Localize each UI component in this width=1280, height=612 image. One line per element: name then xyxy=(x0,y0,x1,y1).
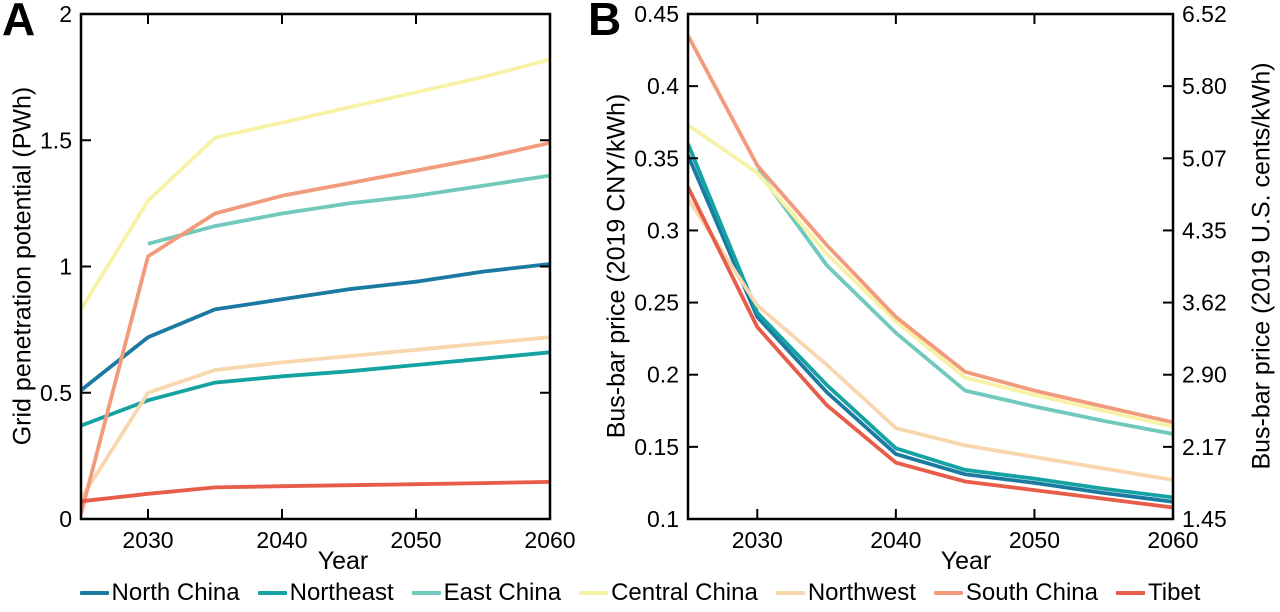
legend-item-north-china: North China xyxy=(79,579,240,606)
legend-swatch-tibet xyxy=(1115,590,1145,596)
panel-b-y-tick-label: 0.35 xyxy=(634,145,679,171)
panel-a-y-tick-label: 1.5 xyxy=(40,127,72,153)
panel-a-line-northeast xyxy=(80,350,551,428)
panel-a-series xyxy=(80,57,551,515)
legend-label-south-china: South China xyxy=(965,579,1098,606)
panel-a-x-tick-label: 2030 xyxy=(122,527,173,553)
legend-swatch-central-china xyxy=(579,590,609,596)
legend-swatch-south-china xyxy=(933,590,963,596)
panel-b-line-south-china xyxy=(687,34,1174,425)
legend-item-south-china: South China xyxy=(933,579,1098,606)
panel-b-y-tick-label: 0.25 xyxy=(634,290,679,316)
panel-a-y-tick-label: 0 xyxy=(59,506,72,532)
panel-a-letter: A xyxy=(2,0,36,45)
panel-a-y-tick-label: 1 xyxy=(59,254,72,280)
legend-label-north-china: North China xyxy=(111,579,240,606)
legend: North China Northeast East China Central Ch… xyxy=(0,581,1280,605)
legend-label-tibet: Tibet xyxy=(1147,579,1201,606)
panel-a-x-axis-label: Year xyxy=(317,547,369,575)
panel-b-axes-box xyxy=(686,12,1175,521)
legend-item-northwest: Northwest xyxy=(775,579,916,606)
panel-b-y-tick-label: 0.1 xyxy=(647,506,679,532)
panel-a-line-east-china xyxy=(147,173,551,246)
panel-a-y-axis-label: Grid penetration potential (PWh) xyxy=(8,86,37,446)
panel-b-y-tick-label: 0.2 xyxy=(647,362,679,388)
legend-swatch-north-china xyxy=(79,590,109,596)
panel-b-letter: B xyxy=(588,0,622,45)
panel-b-y-tick-label-right: 3.62 xyxy=(1182,290,1227,316)
panel-b: 2030 2040 2050 2060 0.1 1.45 0.15 2.17 0.2 2.90 0.… xyxy=(634,1,1227,553)
panel-a-x-tick-label: 2050 xyxy=(390,527,441,553)
panel-b-line-east-china xyxy=(755,168,1174,436)
panel-a-y-tick-label: 2 xyxy=(59,1,72,27)
panel-b-x-tick-label: 2050 xyxy=(1009,527,1060,553)
legend-swatch-east-china xyxy=(411,590,441,596)
panel-a-y-tick-label: 0.5 xyxy=(40,380,72,406)
panel-b-line-tibet xyxy=(687,186,1174,510)
legend-item-central-china: Central China xyxy=(579,581,758,605)
panel-b-y-tick-label-right: 4.35 xyxy=(1182,217,1227,243)
legend-swatch-northeast xyxy=(257,590,287,596)
legend-label-northwest: Northwest xyxy=(807,579,916,606)
legend-item-northeast: Northeast xyxy=(257,579,394,606)
panel-b-y-tick-label-right: 5.80 xyxy=(1182,73,1227,99)
panel-a-x-tick-label: 2060 xyxy=(524,527,575,553)
panel-a-line-central-china xyxy=(80,57,551,311)
panel-b-y-tick-label-right: 1.45 xyxy=(1182,506,1227,532)
legend-label-east-china: East China xyxy=(443,579,562,606)
panel-b-y-axis-label-left: Bus-bar price (2019 CNY/kWh) xyxy=(602,93,631,439)
panel-b-x-tick-label: 2040 xyxy=(870,527,921,553)
panel-b-y-axis-label-right: Bus-bar price (2019 U.S. cents/kWh) xyxy=(1247,62,1276,470)
panel-b-x-axis-label: Year xyxy=(940,547,992,575)
legend-swatch-northwest xyxy=(775,590,805,596)
panel-b-y-tick-label-right: 2.17 xyxy=(1182,434,1227,460)
panel-b-line-north-china xyxy=(687,154,1174,504)
panel-b-y-tick-label-right: 5.07 xyxy=(1182,145,1227,171)
legend-label-central-china: Central China xyxy=(611,579,758,606)
panel-a-line-south-china xyxy=(80,140,551,515)
panel-b-y-tick-label: 0.45 xyxy=(634,1,679,27)
panel-b-y-tick-label: 0.4 xyxy=(647,73,679,99)
panel-b-y-tick-label: 0.15 xyxy=(634,434,679,460)
panel-b-line-northwest xyxy=(687,197,1174,482)
legend-item-east-china: East China xyxy=(411,579,562,606)
panel-a-line-tibet xyxy=(80,480,551,504)
panel-b-series xyxy=(687,34,1174,510)
panel-a-line-north-china xyxy=(80,262,551,392)
panel-a-line-northwest xyxy=(80,335,551,500)
panel-b-y-tick-label-right: 2.90 xyxy=(1182,362,1227,388)
panel-b-y-tick-label-right: 6.52 xyxy=(1182,1,1227,27)
panel-b-x-tick-label: 2060 xyxy=(1147,527,1198,553)
panel-a: 2030 2040 2050 2060 0 0.5 1 1.5 2 xyxy=(40,1,576,553)
panel-a-x-tick-label: 2040 xyxy=(256,527,307,553)
legend-item-tibet: Tibet xyxy=(1115,579,1201,606)
legend-label-northeast: Northeast xyxy=(289,579,394,606)
panel-b-y-tick-label: 0.3 xyxy=(647,217,679,243)
panel-b-line-central-china xyxy=(687,123,1174,429)
panel-b-line-northeast xyxy=(687,143,1174,500)
panel-a-axes-box xyxy=(79,12,552,521)
panel-b-x-tick-label: 2030 xyxy=(732,527,783,553)
